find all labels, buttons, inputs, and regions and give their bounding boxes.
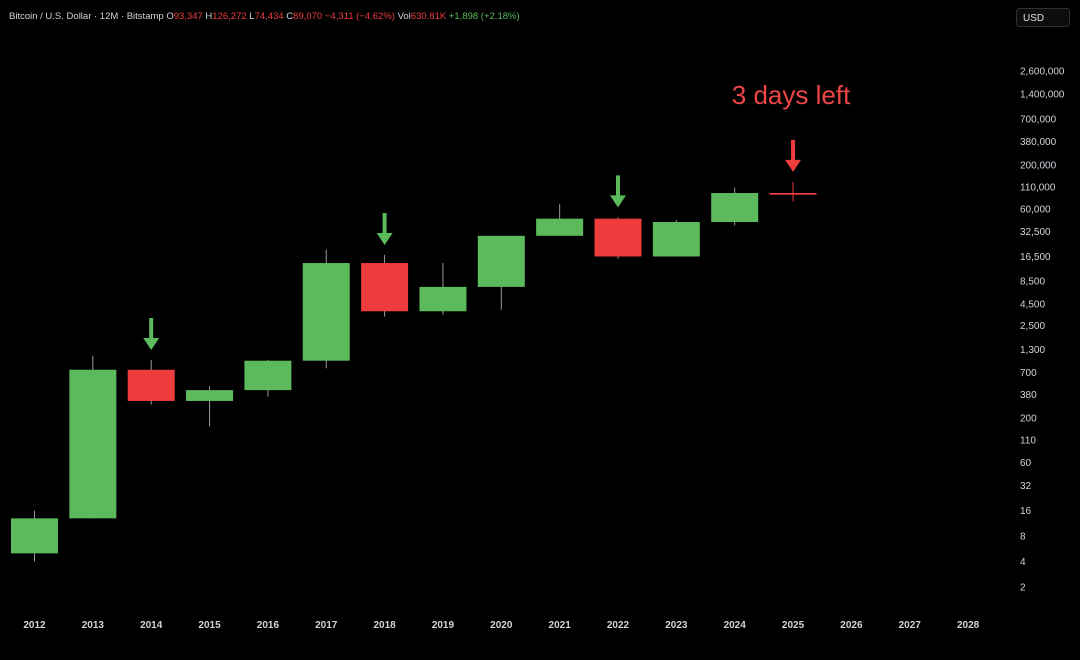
candle-2023[interactable]	[652, 220, 700, 257]
year-tick-label: 2027	[899, 620, 922, 631]
time-axis[interactable]: 2012 2013 2014 2015 2016 2017 2018 2019 2020 2021…	[23, 620, 979, 631]
annotation-text: 3 days left	[732, 80, 851, 110]
price-tick-label: 2,500	[1020, 321, 1045, 332]
year-tick-label: 2015	[198, 620, 221, 631]
currency-selector-button[interactable]: USD	[1016, 8, 1070, 27]
candle-2021[interactable]	[536, 204, 584, 237]
open-label: O	[166, 11, 174, 22]
candles-layer	[11, 181, 817, 562]
price-tick-label: 32	[1020, 481, 1032, 492]
candle-2018[interactable]	[361, 254, 409, 317]
candle-body	[652, 221, 700, 257]
candle-body	[536, 218, 584, 236]
price-tick-label: 700,000	[1020, 115, 1057, 126]
price-tick-label: 2	[1020, 582, 1026, 593]
price-tick-label: 32,500	[1020, 227, 1051, 238]
candle-2022[interactable]	[594, 217, 642, 259]
year-tick-label: 2022	[607, 620, 630, 631]
year-tick-label: 2017	[315, 620, 338, 631]
price-axis[interactable]: 2 4 8 16 32 60 110 200 380 700 1,300 2,500 4,500 8,50…	[1020, 67, 1065, 594]
price-tick-label: 2,600,000	[1020, 67, 1065, 78]
candle-body	[244, 360, 292, 391]
candle-2017[interactable]	[302, 249, 350, 369]
candle-2024[interactable]	[711, 187, 759, 226]
symbol-label: Bitcoin / U.S. Dollar · 12M · Bitstamp	[9, 11, 164, 22]
candle-body	[302, 263, 350, 361]
arrow-marker-2014	[143, 317, 160, 350]
price-tick-label: 16,500	[1020, 252, 1051, 263]
candle-body	[594, 218, 642, 257]
price-tick-label: 380	[1020, 390, 1037, 401]
arrow-marker-2025	[785, 139, 802, 172]
price-tick-label: 1,300	[1020, 345, 1045, 356]
candle-2015[interactable]	[186, 386, 234, 427]
price-tick-label: 200,000	[1020, 161, 1057, 172]
candle-body	[769, 192, 817, 195]
price-tick-label: 8	[1020, 532, 1026, 543]
year-tick-label: 2023	[665, 620, 688, 631]
change-value: −4,311 (−4.62%)	[324, 11, 395, 22]
candle-2025[interactable]	[769, 181, 817, 202]
candle-2020[interactable]	[477, 235, 525, 310]
candle-body	[361, 263, 409, 312]
low-value: 74,434	[254, 11, 284, 22]
year-tick-label: 2028	[957, 620, 980, 631]
price-tick-label: 8,500	[1020, 276, 1045, 287]
candle-body	[477, 235, 525, 287]
price-tick-label: 700	[1020, 368, 1037, 379]
volume-value: 630.81K	[410, 11, 447, 22]
candle-body	[11, 518, 58, 554]
candle-body	[186, 390, 234, 401]
year-tick-label: 2014	[140, 620, 163, 631]
close-value: 89,070	[293, 11, 323, 22]
year-tick-label: 2016	[257, 620, 280, 631]
candle-2016[interactable]	[244, 359, 292, 397]
arrow-marker-2022	[610, 175, 626, 208]
year-tick-label: 2013	[82, 620, 105, 631]
year-tick-label: 2019	[432, 620, 455, 631]
price-tick-label: 1,400,000	[1020, 89, 1065, 100]
candle-body	[127, 369, 175, 401]
price-tick-label: 4	[1020, 557, 1026, 568]
candle-body	[419, 286, 467, 312]
price-tick-label: 60,000	[1020, 205, 1051, 216]
year-tick-label: 2012	[23, 620, 46, 631]
candle-body	[711, 193, 759, 222]
price-tick-label: 200	[1020, 414, 1037, 425]
candle-2013[interactable]	[69, 355, 117, 519]
year-tick-label: 2021	[549, 620, 572, 631]
candle-2019[interactable]	[419, 263, 467, 315]
price-tick-label: 110	[1020, 436, 1036, 447]
price-tick-label: 380,000	[1020, 137, 1057, 148]
annotation-layer: 3 days left	[143, 80, 851, 350]
candle-2012[interactable]	[11, 510, 58, 562]
low-label: L	[249, 11, 255, 22]
high-value: 126,272	[212, 11, 247, 22]
price-tick-label: 110,000	[1020, 182, 1056, 193]
price-tick-label: 16	[1020, 506, 1032, 517]
volume-label: Vol	[397, 11, 411, 22]
chart-legend-header: Bitcoin / U.S. Dollar · 12M · Bitstamp O…	[9, 11, 520, 22]
open-value: 93,347	[173, 11, 203, 22]
year-tick-label: 2026	[840, 620, 863, 631]
volume-change-value: +1,898 (+2.18%)	[448, 11, 520, 22]
candle-2014[interactable]	[127, 359, 175, 405]
year-tick-label: 2020	[490, 620, 513, 631]
year-tick-label: 2024	[724, 620, 747, 631]
price-tick-label: 4,500	[1020, 300, 1045, 311]
close-label: C	[286, 11, 294, 22]
price-tick-label: 60	[1020, 458, 1032, 469]
candle-body	[69, 369, 117, 519]
year-tick-label: 2025	[782, 620, 805, 631]
high-label: H	[205, 11, 213, 22]
arrow-marker-2018	[376, 212, 393, 245]
year-tick-label: 2018	[373, 620, 396, 631]
